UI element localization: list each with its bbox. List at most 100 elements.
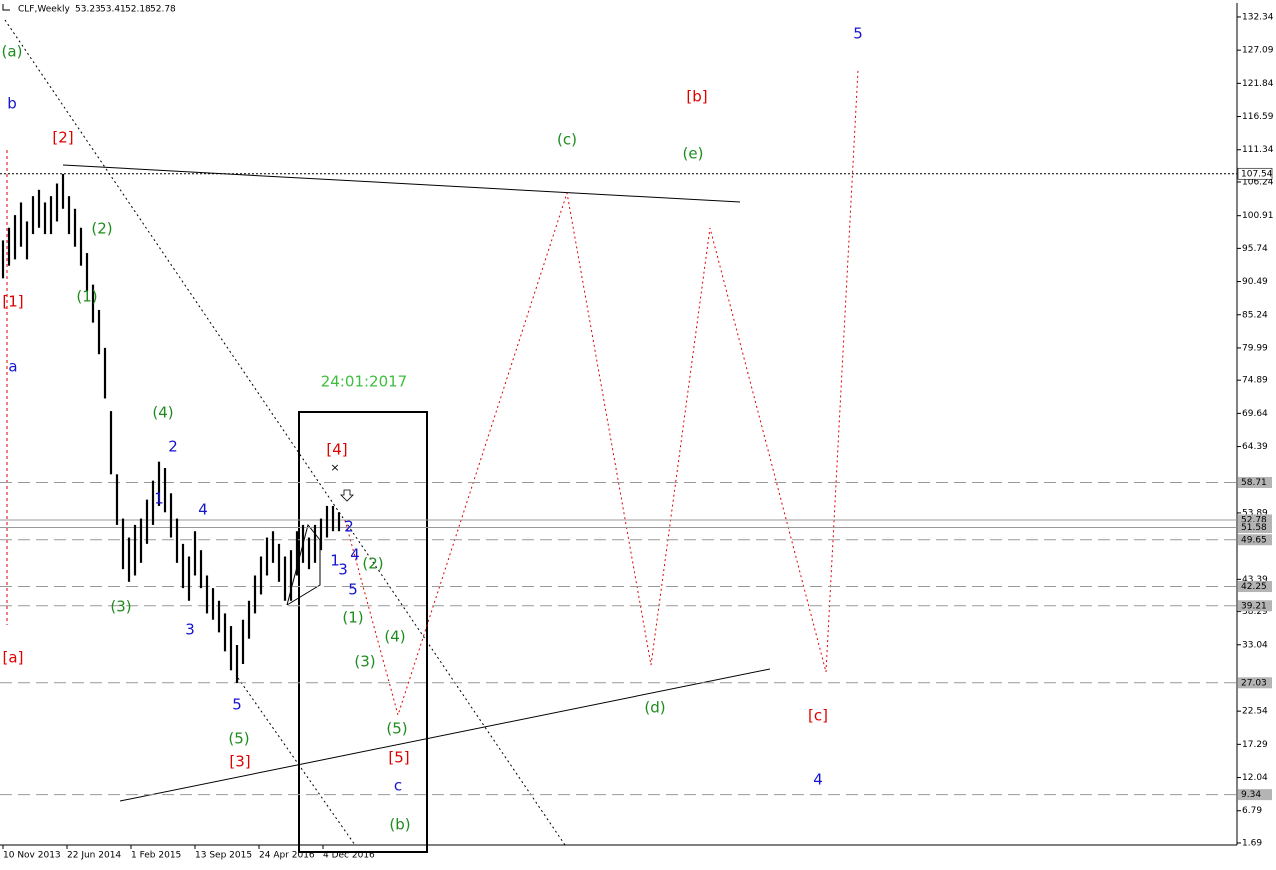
lower-trend-line bbox=[119, 668, 771, 802]
level-box bbox=[1238, 534, 1272, 546]
wave-label: 4 bbox=[198, 501, 208, 519]
ohlc-value: 52.78 bbox=[150, 5, 176, 15]
y-tick-label: 111.34 bbox=[1242, 145, 1274, 155]
wave-label: (5) bbox=[228, 730, 249, 748]
y-tick-label: 1.69 bbox=[1242, 838, 1262, 848]
y-tick-label: 69.64 bbox=[1242, 409, 1268, 419]
wave-label: (c) bbox=[557, 131, 577, 149]
level-box bbox=[1238, 514, 1272, 526]
wave-label: [1] bbox=[2, 293, 23, 311]
x-tick-label: 13 Sep 2015 bbox=[195, 851, 252, 861]
wave-label: 3 bbox=[185, 621, 195, 639]
y-tick-label: 116.59 bbox=[1242, 112, 1274, 122]
cross-marker: × bbox=[330, 461, 339, 474]
wave-label: 5 bbox=[232, 696, 242, 714]
wave-label: 5 bbox=[348, 581, 358, 599]
x-tick-label: 22 Jun 2014 bbox=[67, 851, 121, 861]
ohlc-header: 53.23 53.41 52.18 52.78 bbox=[75, 5, 176, 15]
wave-label: (e) bbox=[683, 145, 704, 163]
wave-label: (1) bbox=[342, 609, 363, 627]
level-label: 51.58 bbox=[1241, 523, 1267, 533]
dotted-trend-line bbox=[4, 19, 566, 846]
y-tick-label: 90.49 bbox=[1242, 277, 1268, 287]
wave-label: c bbox=[394, 777, 402, 795]
x-tick-label: 4 Dec 2016 bbox=[323, 851, 375, 861]
wave-label: [3] bbox=[229, 753, 250, 771]
upper-trend-line bbox=[62, 164, 741, 203]
y-tick-label: 106.24 bbox=[1242, 177, 1274, 187]
wave-label: (d) bbox=[644, 699, 665, 717]
y-tick-label: 43.39 bbox=[1242, 575, 1268, 585]
x-tick-label: 24 Apr 2016 bbox=[259, 851, 315, 861]
ohlc-value: 53.23 bbox=[75, 5, 101, 15]
wave-label: 1 bbox=[330, 552, 340, 570]
level-box bbox=[1238, 789, 1272, 801]
wave-label: [2] bbox=[52, 129, 73, 147]
wave-label: 4 bbox=[813, 771, 823, 789]
wave-label: 1 bbox=[154, 490, 164, 508]
y-tick-label: 74.89 bbox=[1242, 376, 1268, 386]
wave-label: [a] bbox=[3, 649, 24, 667]
wave-label: (3) bbox=[110, 598, 131, 616]
wave-label: a bbox=[8, 358, 17, 376]
y-tick-label: 85.24 bbox=[1242, 310, 1268, 320]
y-tick-label: 95.74 bbox=[1242, 244, 1268, 254]
wave-label: [4] bbox=[326, 441, 347, 459]
wave-label: [b] bbox=[686, 88, 707, 106]
level-label: 49.65 bbox=[1241, 535, 1267, 545]
arrow-marker bbox=[340, 489, 354, 502]
time-box bbox=[298, 411, 428, 853]
forecast-path bbox=[344, 69, 859, 717]
wave-label: 4 bbox=[350, 546, 360, 564]
symbol-icon bbox=[2, 4, 10, 11]
wave-label: (b) bbox=[389, 816, 410, 834]
x-tick-label: 10 Nov 2013 bbox=[3, 851, 61, 861]
wave-label: 5 bbox=[853, 25, 863, 43]
level-label: 39.21 bbox=[1241, 601, 1267, 611]
dotted-trend-line bbox=[237, 677, 356, 846]
level-label: 107.54 bbox=[1241, 169, 1273, 179]
y-tick-label: 6.79 bbox=[1242, 806, 1262, 816]
wave-label: b bbox=[7, 95, 17, 113]
wave-label: 2 bbox=[344, 518, 354, 536]
level-label: 27.03 bbox=[1241, 678, 1267, 688]
wave-label: (a) bbox=[2, 43, 23, 61]
wave-label: (2) bbox=[91, 220, 112, 238]
wave-label: (1) bbox=[76, 288, 97, 306]
wave-label: (5) bbox=[386, 720, 407, 738]
y-tick-label: 127.09 bbox=[1242, 46, 1274, 56]
level-box bbox=[1238, 581, 1272, 593]
x-tick-label: 1 Feb 2015 bbox=[131, 851, 181, 861]
wave-label: (4) bbox=[152, 404, 173, 422]
wave-label: 2 bbox=[168, 438, 178, 456]
y-tick-label: 17.29 bbox=[1242, 740, 1268, 750]
y-tick-label: 100.91 bbox=[1242, 211, 1274, 221]
y-tick-label: 22.54 bbox=[1242, 707, 1268, 717]
level-label: 58.71 bbox=[1241, 478, 1267, 488]
level-box bbox=[1238, 677, 1272, 689]
wave-label: [5] bbox=[388, 749, 409, 767]
wave-label: (3) bbox=[354, 653, 375, 671]
wave-label: 3 bbox=[338, 561, 348, 579]
y-tick-label: 121.84 bbox=[1242, 79, 1274, 89]
y-tick-label: 33.04 bbox=[1242, 640, 1268, 650]
wave-label: 24:01:2017 bbox=[321, 373, 407, 391]
level-box bbox=[1238, 600, 1272, 612]
level-box bbox=[1237, 167, 1273, 180]
level-box bbox=[1238, 476, 1272, 488]
y-tick-label: 12.04 bbox=[1242, 773, 1268, 783]
level-label: 52.78 bbox=[1241, 515, 1267, 525]
symbol-title: CLF,Weekly bbox=[18, 5, 70, 15]
y-tick-label: 38.29 bbox=[1242, 607, 1268, 617]
ohlc-value: 52.18 bbox=[125, 5, 151, 15]
ohlc-value: 53.41 bbox=[100, 5, 126, 15]
level-label: 42.25 bbox=[1241, 582, 1267, 592]
y-tick-label: 53.89 bbox=[1242, 508, 1268, 518]
wave-label: [c] bbox=[808, 707, 828, 725]
y-tick-label: 132.34 bbox=[1242, 12, 1274, 22]
level-label: 9.34 bbox=[1241, 790, 1261, 800]
y-tick-label: 79.99 bbox=[1242, 343, 1268, 353]
